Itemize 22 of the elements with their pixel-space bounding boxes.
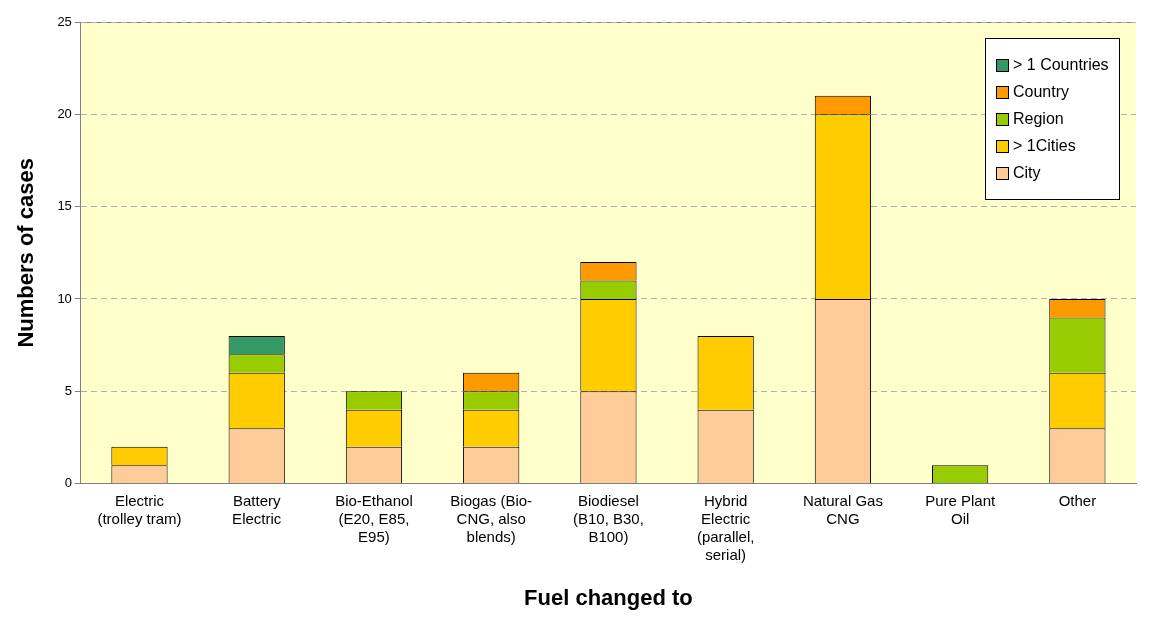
x-tick-label: Hybrid Electric (parallel, serial)	[696, 491, 755, 563]
x-tick-label: Pure Plant Oil	[925, 491, 996, 527]
y-tick-label: 25	[57, 13, 72, 29]
y-tick-label: 15	[57, 198, 72, 214]
x-tick-label: Natural Gas CNG	[802, 491, 883, 527]
x-tick-label: Electric (trolley tram)	[97, 491, 182, 527]
legend-label: Region	[1013, 110, 1064, 128]
x-tick-label: Biodiesel (B10, B30, B100)	[572, 491, 644, 545]
legend-label: Country	[1013, 83, 1070, 101]
legend-label: City	[1013, 164, 1041, 182]
x-axis-title: Fuel changed to	[524, 584, 693, 610]
x-tick-label: Biogas (Bio- CNG, also blends)	[450, 491, 533, 545]
legend-label: > 1 Countries	[1013, 56, 1109, 74]
x-tick-label: Battery Electric	[232, 491, 282, 527]
x-tick-label: Bio-Ethanol (E20, E85, E95)	[335, 491, 413, 545]
legend-label: > 1Cities	[1013, 137, 1076, 155]
x-tick-label: Other	[1058, 491, 1097, 509]
y-tick-label: 20	[57, 105, 72, 121]
y-tick-label: 10	[57, 290, 72, 306]
y-axis-title: Numbers of cases	[13, 158, 39, 348]
y-tick-label: 0	[64, 475, 72, 491]
y-tick-label: 5	[64, 382, 72, 398]
